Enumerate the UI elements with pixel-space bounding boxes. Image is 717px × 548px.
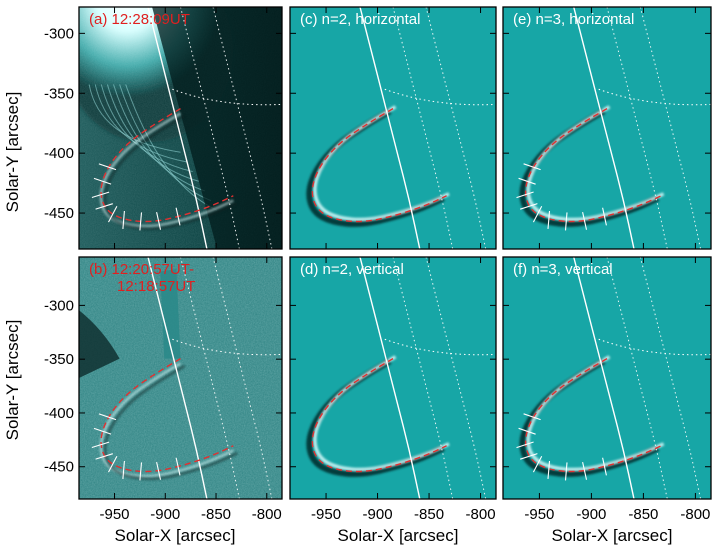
panel-a: -300 -350 -400 -450 (a) 12:28:09UT [44,0,292,249]
y-tick-label: -400 [44,405,74,422]
panel-e: (e) n=3, horizontal [503,7,717,249]
y-tick-label: -450 [44,459,74,476]
y-tick-label: -300 [44,25,74,42]
panel-label: (f) n=3, vertical [513,261,613,278]
panel-c: (c) n=2, horizontal [290,7,506,249]
y-tick-label: -450 [44,205,74,222]
x-tick-label: -850 [628,506,658,523]
panel-b: -950 -900 -850 -800 -300 -350 -400 -450 (b) 12:2… [44,257,292,523]
x-tick-label: -950 [311,506,341,523]
xlabel-col1: Solar-X [arcsec] [115,526,236,545]
x-tick-label: -850 [414,506,444,523]
y-tick-label: -350 [44,351,74,368]
x-tick-label: -800 [680,506,710,523]
panel-grid: -300 -350 -400 -450 (a) 12:28:09UT (c) n=2, h… [44,0,717,523]
panel-label: (e) n=3, horizontal [513,11,634,28]
y-tick-label: -400 [44,145,74,162]
panel-label-line2: 12:18:57UT [117,278,195,295]
panel-label: (b) 12:20:57UT- [89,261,194,278]
x-tick-label: -950 [524,506,554,523]
x-tick-label: -800 [252,506,282,523]
y-tick-label: -300 [44,297,74,314]
x-tick-label: -800 [466,506,496,523]
xlabel-col2: Solar-X [arcsec] [338,526,459,545]
xlabel-col3: Solar-X [arcsec] [552,526,673,545]
panel-label: (a) 12:28:09UT [89,11,190,28]
panel-f: -950 -900 -850 -800 (f) n=3, vertical [503,257,717,523]
x-tick-label: -850 [201,506,231,523]
x-tick-label: -900 [150,506,180,523]
panel-label: (d) n=2, vertical [300,261,404,278]
ylabel-row1: Solar-Y [arcsec] [3,92,22,213]
x-tick-label: -950 [100,506,130,523]
panel-label: (c) n=2, horizontal [300,11,420,28]
panel-d: -950 -900 -850 -800 (d) n=2, vertical [290,257,506,523]
x-tick-label: -900 [363,506,393,523]
x-tick-label: -900 [576,506,606,523]
y-tick-label: -350 [44,85,74,102]
ylabel-row2: Solar-Y [arcsec] [3,320,22,441]
